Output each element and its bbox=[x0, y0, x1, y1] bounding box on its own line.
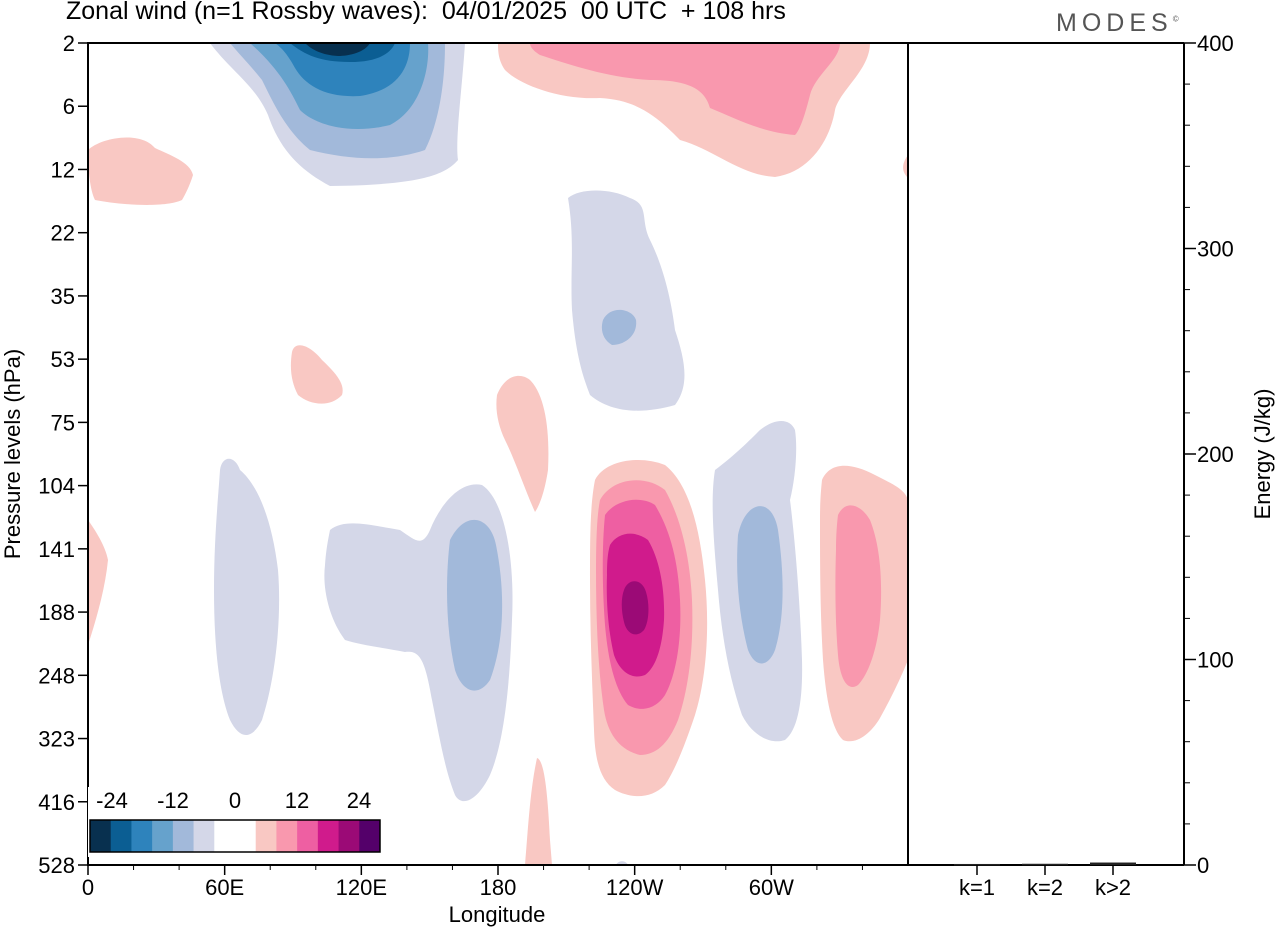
category-label: k>2 bbox=[1095, 875, 1131, 900]
contour-neg-top-6 bbox=[305, 43, 370, 56]
y-tick-label: 75 bbox=[51, 410, 75, 435]
contour-field bbox=[88, 43, 908, 865]
category-label: k=2 bbox=[1027, 875, 1063, 900]
y-tick-label: 528 bbox=[38, 853, 75, 878]
colorbar-swatch bbox=[172, 820, 195, 852]
y-tick-label: 35 bbox=[51, 284, 75, 309]
colorbar-swatch bbox=[90, 820, 112, 852]
colorbar-swatch bbox=[317, 820, 340, 852]
contour-pos-12hpa-edge bbox=[903, 155, 908, 178]
x-tick-label: 60W bbox=[749, 875, 794, 900]
energy-tick-label: 0 bbox=[1197, 853, 1209, 878]
contour-pos-12hpa-left bbox=[88, 137, 193, 205]
colorbar-swatch bbox=[214, 820, 236, 852]
contour-pos-center-5 bbox=[621, 581, 649, 635]
y-tick-label: 53 bbox=[51, 347, 75, 372]
y-tick-label: 104 bbox=[38, 474, 75, 499]
x-tick-label: 0 bbox=[82, 875, 94, 900]
contour-neg-lon22 bbox=[214, 458, 280, 735]
y-tick-label: 248 bbox=[38, 663, 75, 688]
contour-pos-53hpa bbox=[290, 345, 343, 404]
y-tick-label: 188 bbox=[38, 600, 75, 625]
colorbar-swatch bbox=[131, 820, 153, 852]
y-tick-label: 323 bbox=[38, 727, 75, 752]
contour-pos-bottom bbox=[525, 758, 552, 865]
colorbar-swatch bbox=[297, 820, 319, 852]
colorbar-swatch bbox=[193, 820, 215, 852]
colorbar-swatch bbox=[359, 820, 381, 852]
x-tick-label: 120W bbox=[606, 875, 664, 900]
colorbar-swatch bbox=[235, 820, 257, 852]
energy-tick-label: 100 bbox=[1197, 648, 1234, 673]
contour-neg-lon149-2 bbox=[447, 519, 503, 691]
contour-neg-mid-1 bbox=[568, 190, 685, 411]
colorbar-swatch bbox=[110, 820, 132, 852]
y-tick-label: 2 bbox=[63, 31, 75, 56]
energy-bars: k=1 k=2 k>2 bbox=[954, 862, 1136, 900]
contour-neg-mid-2 bbox=[601, 309, 637, 345]
colorbar-label: 12 bbox=[285, 788, 309, 813]
contour-pos-top-2 bbox=[530, 43, 840, 135]
axes-layer: 0 60E 120E 180 120W 60W 2 6 12 22 35 53 75 104 141 188 2… bbox=[38, 31, 1233, 900]
colorbar-frame bbox=[89, 819, 381, 853]
contour-pos-lon333-2 bbox=[835, 505, 882, 687]
x-tick-label: 120E bbox=[336, 875, 387, 900]
y-axis-label: Pressure levels (hPa) bbox=[0, 349, 25, 559]
colorbar: -24 -12 0 12 24 bbox=[88, 787, 382, 857]
contour-pos-75hpa bbox=[496, 375, 549, 512]
modes-logo: MODES© bbox=[1056, 9, 1179, 37]
colorbar-swatch bbox=[338, 820, 360, 852]
colorbar-label: 0 bbox=[229, 788, 241, 813]
y-tick-label: 22 bbox=[51, 221, 75, 246]
contour-neg-lon293-2 bbox=[737, 506, 783, 664]
logo-text: MODES bbox=[1056, 9, 1173, 37]
energy-bar bbox=[1090, 862, 1136, 865]
colorbar-swatch bbox=[276, 820, 298, 852]
colorbar-label: -12 bbox=[157, 788, 189, 813]
x-axis-label: Longitude bbox=[449, 902, 546, 927]
energy-tick-label: 200 bbox=[1197, 442, 1234, 467]
chart-title: Zonal wind (n=1 Rossby waves): 04/01/202… bbox=[66, 0, 786, 25]
y-tick-label: 416 bbox=[38, 790, 75, 815]
category-label: k=1 bbox=[959, 875, 995, 900]
y-tick-label: 6 bbox=[63, 94, 75, 119]
contour-pos-left-edge bbox=[88, 520, 108, 645]
y-tick-label: 141 bbox=[38, 537, 75, 562]
x-tick-label: 180 bbox=[480, 875, 517, 900]
energy-bar bbox=[954, 863, 1000, 866]
y-tick-label: 12 bbox=[51, 157, 75, 182]
energy-tick-label: 300 bbox=[1197, 237, 1234, 262]
energy-tick-label: 400 bbox=[1197, 31, 1234, 56]
colorbar-swatch bbox=[152, 820, 174, 852]
energy-bar bbox=[1022, 863, 1068, 866]
colorbar-label: -24 bbox=[96, 788, 128, 813]
energy-axis-label: Energy (J/kg) bbox=[1250, 389, 1275, 520]
x-tick-label: 60E bbox=[205, 875, 244, 900]
colorbar-swatch bbox=[255, 820, 277, 852]
colorbar-label: 24 bbox=[347, 788, 371, 813]
